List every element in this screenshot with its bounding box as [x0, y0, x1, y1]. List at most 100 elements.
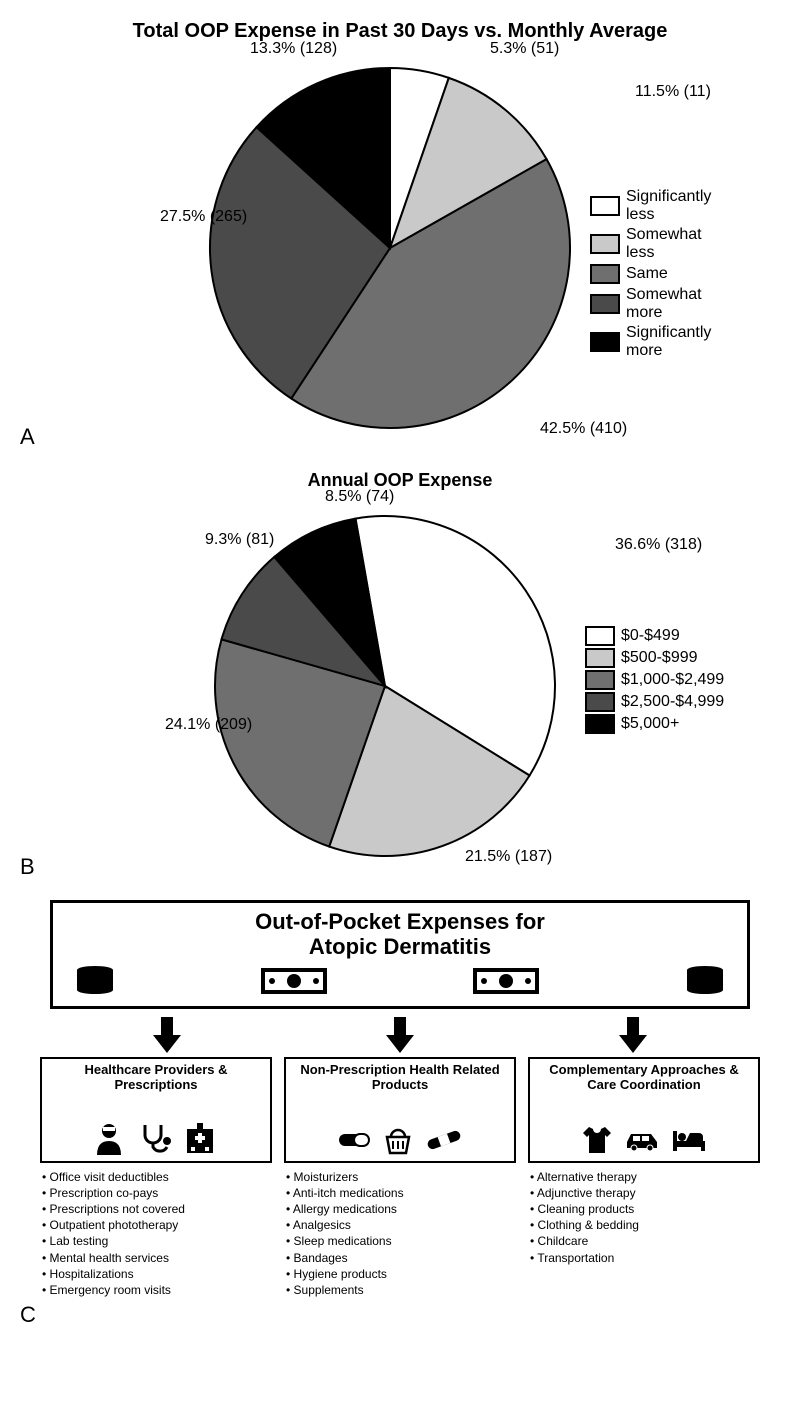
legend-label: $2,500-$4,999 [621, 693, 724, 711]
arrow-down-icon [147, 1015, 187, 1055]
legend-b: $0-$499 $500-$999 $1,000-$2,499 $2,500-$4,9… [585, 626, 724, 736]
category-icons-2 [292, 1125, 508, 1155]
legend-label: $500-$999 [621, 649, 698, 667]
legend-swatch [585, 670, 615, 690]
legend-swatch [585, 692, 615, 712]
pie-a-svg [190, 48, 590, 448]
chart-b-title: Annual OOP Expense [20, 470, 780, 491]
legend-swatch [590, 196, 620, 216]
category-icons-3 [536, 1125, 752, 1155]
category-col-2: Non-Prescription Health Related Products… [284, 1057, 516, 1299]
legend-swatch [590, 264, 620, 284]
pie-b-container: 36.6% (318) 21.5% (187) 24.1% (209) 9.3% (8… [95, 496, 705, 876]
list-item: Prescriptions not covered [42, 1201, 272, 1217]
bed-icon [671, 1127, 707, 1153]
list-item: Office visit deductibles [42, 1169, 272, 1185]
category-title-3: Complementary Approaches & Care Coordina… [536, 1063, 752, 1093]
list-item: Sleep medications [286, 1233, 516, 1249]
pill-icon [337, 1128, 371, 1152]
list-item: Analgesics [286, 1217, 516, 1233]
car-icon [623, 1128, 661, 1152]
category-list-1: Office visit deductiblesPrescription co-… [42, 1169, 272, 1299]
category-box-2: Non-Prescription Health Related Products [284, 1057, 516, 1163]
slice-label: 13.3% (128) [250, 40, 337, 58]
legend-row: $0-$499 [585, 626, 724, 646]
legend-row: Same [590, 264, 711, 284]
list-item: Emergency room visits [42, 1282, 272, 1298]
list-item: Hospitalizations [42, 1266, 272, 1282]
legend-row: Somewhat more [590, 286, 711, 322]
coins-icon [73, 964, 117, 998]
hospital-icon [183, 1121, 217, 1155]
legend-label: $1,000-$2,499 [621, 671, 724, 689]
legend-swatch [590, 234, 620, 254]
list-item: Childcare [530, 1233, 760, 1249]
legend-label: Significantly less [626, 188, 711, 224]
basket-icon [381, 1125, 415, 1155]
slice-label: 36.6% (318) [615, 536, 702, 554]
category-box-1: Healthcare Providers & Prescriptions [40, 1057, 272, 1163]
doctor-icon [95, 1121, 129, 1155]
legend-label: $0-$499 [621, 627, 680, 645]
category-icons-1 [48, 1121, 264, 1155]
list-item: Moisturizers [286, 1169, 516, 1185]
legend-row: $2,500-$4,999 [585, 692, 724, 712]
category-col-1: Healthcare Providers & Prescriptions Off… [40, 1057, 272, 1299]
category-list-3: Alternative therapyAdjunctive therapyCle… [530, 1169, 760, 1266]
legend-label: Same [626, 265, 668, 283]
panel-a-label: A [20, 424, 35, 450]
info-header-icons [63, 964, 737, 998]
list-item: Prescription co-pays [42, 1185, 272, 1201]
legend-swatch [590, 332, 620, 352]
slice-label: 27.5% (265) [160, 208, 247, 226]
legend-row: $5,000+ [585, 714, 724, 734]
list-item: Transportation [530, 1250, 760, 1266]
cash-icon [259, 964, 329, 998]
category-col-3: Complementary Approaches & Care Coordina… [528, 1057, 760, 1299]
category-title-2: Non-Prescription Health Related Products [292, 1063, 508, 1093]
bandage-icon [425, 1128, 463, 1152]
slice-label: 21.5% (187) [465, 848, 552, 866]
info-header-box: Out-of-Pocket Expenses forAtopic Dermati… [50, 900, 750, 1009]
pie-a-container: 5.3% (51)11.5% (11)42.5% (410)27.5% (265… [90, 48, 710, 448]
slice-label: 5.3% (51) [490, 40, 559, 58]
legend-swatch [585, 714, 615, 734]
info-header-title: Out-of-Pocket Expenses forAtopic Dermati… [63, 909, 737, 960]
list-item: Bandages [286, 1250, 516, 1266]
legend-swatch [585, 648, 615, 668]
category-list-2: MoisturizersAnti-itch medicationsAllergy… [286, 1169, 516, 1299]
list-item: Allergy medications [286, 1201, 516, 1217]
categories-row: Healthcare Providers & Prescriptions Off… [40, 1057, 760, 1299]
list-item: Outpatient phototherapy [42, 1217, 272, 1233]
legend-label: Significantly more [626, 324, 711, 360]
slice-label: 24.1% (209) [165, 716, 252, 734]
slice-label: 42.5% (410) [540, 420, 627, 438]
legend-row: $500-$999 [585, 648, 724, 668]
legend-swatch [590, 294, 620, 314]
legend-row: Significantly less [590, 188, 711, 224]
slice-label: 9.3% (81) [205, 531, 274, 549]
legend-row: $1,000-$2,499 [585, 670, 724, 690]
legend-row: Significantly more [590, 324, 711, 360]
list-item: Supplements [286, 1282, 516, 1298]
category-box-3: Complementary Approaches & Care Coordina… [528, 1057, 760, 1163]
coins-icon [683, 964, 727, 998]
legend-a: Significantly lessSomewhat lessSameSomew… [590, 188, 711, 362]
legend-swatch [585, 626, 615, 646]
list-item: Alternative therapy [530, 1169, 760, 1185]
list-item: Adjunctive therapy [530, 1185, 760, 1201]
pie-b-svg [195, 496, 575, 876]
arrow-down-icon [613, 1015, 653, 1055]
cash-icon [471, 964, 541, 998]
list-item: Lab testing [42, 1233, 272, 1249]
list-item: Mental health services [42, 1250, 272, 1266]
list-item: Cleaning products [530, 1201, 760, 1217]
legend-label: Somewhat more [626, 286, 711, 322]
panel-a: Total OOP Expense in Past 30 Days vs. Mo… [20, 20, 780, 450]
list-item: Hygiene products [286, 1266, 516, 1282]
slice-label: 8.5% (74) [325, 488, 394, 506]
panel-c: Out-of-Pocket Expenses forAtopic Dermati… [20, 900, 780, 1328]
arrow-down-icon [380, 1015, 420, 1055]
arrows-row [50, 1015, 750, 1055]
shirt-icon [581, 1125, 613, 1155]
